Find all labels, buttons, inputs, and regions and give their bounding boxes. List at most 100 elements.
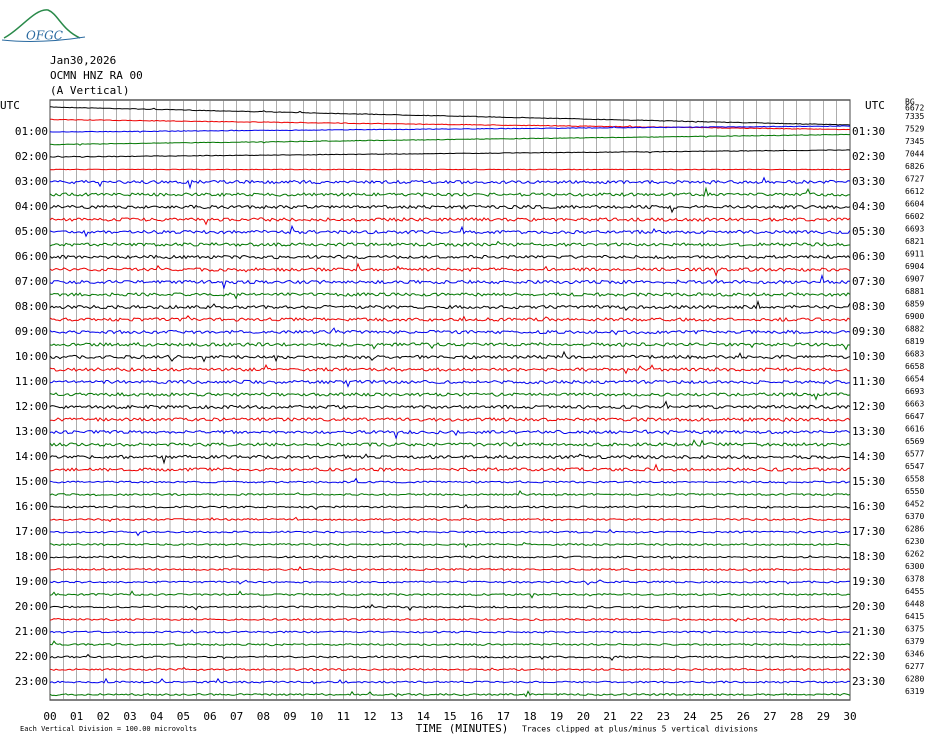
count-label: 6819 [905, 337, 924, 346]
right-label: 03:30 [852, 175, 885, 188]
trace [49, 477, 851, 485]
count-label: 6577 [905, 450, 924, 459]
trace [49, 503, 851, 510]
trace [49, 341, 851, 351]
count-label: 6230 [905, 537, 924, 546]
trace [49, 516, 851, 523]
trace [50, 463, 851, 472]
logo: OFGC [26, 29, 63, 43]
left-label: 14:00 [15, 450, 48, 463]
header-line: OCMN HNZ RA 00 [50, 69, 143, 82]
x-tick-label: 15 [443, 710, 456, 723]
count-label: 6693 [905, 387, 924, 396]
left-label: 11:00 [15, 375, 48, 388]
count-label: 6286 [905, 525, 924, 534]
trace [49, 149, 851, 158]
x-tick-label: 20 [577, 710, 590, 723]
trace [49, 217, 851, 226]
logo-curve [3, 9, 81, 39]
left-label: 16:00 [15, 500, 48, 513]
trace [49, 566, 851, 572]
trace [49, 690, 851, 698]
trace [49, 186, 851, 197]
count-label: 6904 [905, 262, 924, 271]
right-label: 22:30 [852, 650, 885, 663]
right-label: 01:30 [852, 125, 885, 138]
right-label: 05:30 [852, 225, 885, 238]
trace [49, 653, 851, 661]
trace [49, 453, 851, 465]
x-tick-label: 08 [257, 710, 270, 723]
right-label: 06:30 [852, 250, 885, 263]
left-label: 05:00 [15, 225, 48, 238]
count-label: 6672 [905, 104, 924, 113]
trace [49, 439, 851, 448]
right-label: 14:30 [852, 450, 885, 463]
right-label: 18:30 [852, 550, 885, 563]
trace [49, 224, 851, 238]
header-line: Jan30,2026 [50, 54, 116, 67]
right-label: 12:30 [852, 400, 885, 413]
trace [49, 240, 851, 247]
count-label: 6280 [905, 675, 924, 684]
x-tick-label: 24 [683, 710, 697, 723]
x-tick-label: 21 [603, 710, 616, 723]
trace [49, 204, 851, 214]
trace [49, 327, 851, 336]
x-tick-label: 06 [203, 710, 216, 723]
x-tick-label: 12 [363, 710, 376, 723]
count-label: 6558 [905, 475, 924, 484]
x-tick-label: 00 [43, 710, 56, 723]
x-tick-label: 03 [123, 710, 136, 723]
trace [49, 125, 851, 133]
left-label: UTC [0, 99, 20, 112]
left-label: 19:00 [15, 575, 48, 588]
count-label: 6452 [905, 500, 924, 509]
x-tick-label: 29 [817, 710, 830, 723]
left-label: 06:00 [15, 250, 48, 263]
trace [49, 254, 851, 260]
trace [49, 617, 851, 622]
count-label: 6647 [905, 412, 924, 421]
right-label: 04:30 [852, 200, 885, 213]
count-label: 6881 [905, 287, 924, 296]
header-line: (A Vertical) [50, 84, 129, 97]
left-label: 13:00 [15, 425, 48, 438]
x-tick-label: 27 [763, 710, 776, 723]
x-tick-label: 22 [630, 710, 643, 723]
right-label: 02:30 [852, 150, 885, 163]
count-label: 6683 [905, 350, 924, 359]
trace [50, 528, 851, 537]
trace [49, 417, 851, 422]
trace [49, 133, 850, 146]
right-label: 10:30 [852, 350, 885, 363]
trace [49, 379, 851, 388]
count-label: 6654 [905, 375, 924, 384]
count-label: 6379 [905, 637, 924, 646]
left-label: 22:00 [15, 650, 48, 663]
left-label: 21:00 [15, 625, 48, 638]
right-label: 07:30 [852, 275, 885, 288]
count-label: 6346 [905, 650, 924, 659]
count-label: 6612 [905, 187, 924, 196]
trace [49, 429, 851, 440]
count-label: 7044 [905, 150, 924, 159]
right-label: 21:30 [852, 625, 885, 638]
count-label: 7529 [905, 125, 924, 134]
x-tick-label: 05 [177, 710, 190, 723]
count-label: 6882 [905, 325, 924, 334]
left-label: 18:00 [15, 550, 48, 563]
count-label: 6415 [905, 612, 924, 621]
x-tick-label: 04 [150, 710, 164, 723]
trace [49, 118, 851, 131]
trace [49, 176, 851, 190]
left-label: 07:00 [15, 275, 48, 288]
trace [49, 603, 851, 612]
trace [49, 315, 851, 322]
count-label: 6911 [905, 250, 924, 259]
count-label: 6900 [905, 312, 924, 321]
right-label: 16:30 [852, 500, 885, 513]
left-label: 10:00 [15, 350, 48, 363]
right-label: UTC [865, 99, 885, 112]
